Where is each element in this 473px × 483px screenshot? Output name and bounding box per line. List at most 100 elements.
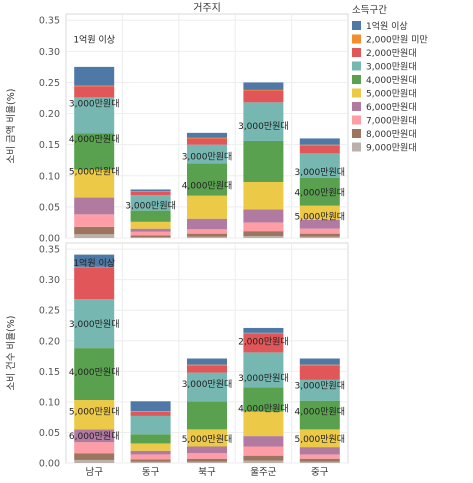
y-tick-label: 0.25 — [39, 78, 60, 89]
bar-segment — [130, 411, 171, 416]
bar-segment — [299, 461, 340, 463]
bar-segment — [243, 102, 284, 141]
bar-segment — [130, 461, 171, 463]
bar-segment — [130, 231, 171, 236]
bar-label: 1억원 이상 — [73, 257, 115, 269]
bar-segment — [74, 169, 115, 198]
x-tick-label: 동구 — [142, 467, 160, 478]
bar-segment — [299, 219, 340, 229]
bar-segment — [299, 228, 340, 234]
y-tick-label: 0.30 — [39, 275, 60, 286]
bar-segment — [187, 236, 227, 238]
bar-segment — [187, 458, 227, 462]
legend-swatch — [352, 88, 361, 98]
bar-segment — [299, 358, 340, 365]
bar-segment — [299, 400, 340, 430]
bar-segment — [187, 218, 227, 230]
bar-segment — [299, 458, 340, 462]
legend-entry: 7,000만원대 — [366, 116, 417, 127]
bar-segment — [130, 450, 171, 455]
x-tick-label: 울주군 — [250, 467, 276, 478]
legend-entry: 1억원 이상 — [366, 20, 408, 32]
bar-segment — [243, 352, 284, 388]
bar-segment — [74, 254, 115, 267]
bar-label: 3,000만원대 — [294, 380, 345, 391]
bar-segment — [243, 231, 284, 237]
bar-segment — [74, 133, 115, 170]
bar-label: 3,000만원대 — [69, 98, 120, 109]
bar-segment — [187, 137, 227, 139]
y-tick-label: 0.10 — [39, 397, 60, 408]
bar-label: 5,000만원대 — [69, 166, 120, 177]
bar-segment — [74, 453, 115, 460]
legend-swatch — [352, 75, 361, 84]
bar-segment — [130, 210, 171, 222]
legend-entry: 8,000만원대 — [366, 129, 417, 140]
bar-label: 3,000만원대 — [238, 373, 289, 384]
y-tick-label: 0.00 — [39, 234, 60, 245]
bar-segment — [187, 372, 227, 402]
bar-label: 6,000만원대 — [69, 431, 120, 442]
bar-segment — [74, 442, 115, 454]
bar-segment — [130, 454, 171, 460]
y-axis-label: 소비 건수 비율(%) — [6, 316, 17, 391]
bar-segment — [130, 191, 171, 192]
bar-segment — [299, 365, 340, 380]
bar-segment — [299, 138, 340, 145]
bar-segment — [187, 195, 227, 219]
bar-segment — [74, 97, 115, 134]
bar-label: 5,000만원대 — [182, 434, 233, 445]
legend-entry: 2,000만원대 — [366, 48, 417, 59]
y-tick-label: 0.20 — [39, 109, 60, 120]
bar-segment — [187, 358, 227, 365]
bar-segment — [187, 163, 227, 196]
bar-segment — [243, 333, 284, 353]
bar-segment — [187, 453, 227, 459]
bar-segment — [243, 436, 284, 447]
bar-segment — [74, 400, 115, 430]
bar-segment — [74, 214, 115, 227]
legend-entry: 4,000만원대 — [366, 75, 417, 86]
legend-swatch — [352, 115, 361, 125]
bar-segment — [243, 209, 284, 223]
bar-segment — [130, 434, 171, 444]
bar-label: 4,000만원대 — [238, 404, 289, 415]
bar-label: 4,000만원대 — [294, 187, 345, 198]
y-tick-label: 0.05 — [39, 202, 60, 213]
bar-segment — [243, 182, 284, 210]
bar-label: 1억원 이상 — [73, 33, 115, 45]
bar-segment — [299, 153, 340, 178]
legend-swatch — [352, 102, 361, 111]
bar-segment — [299, 236, 340, 238]
bar-segment — [243, 332, 284, 334]
bar-label: 4,000만원대 — [182, 181, 233, 192]
y-tick-label: 0.00 — [39, 459, 60, 470]
bar-label: 3,000만원대 — [238, 121, 289, 132]
bar-segment — [243, 387, 284, 412]
bar-segment — [243, 446, 284, 456]
bar-segment — [74, 197, 115, 215]
legend-swatch — [352, 142, 361, 152]
bar-segment — [243, 222, 284, 232]
legend-swatch — [352, 21, 361, 30]
y-tick-label: 0.20 — [39, 336, 60, 347]
y-tick-label: 0.25 — [39, 306, 60, 317]
legend-entry: 2,000만원 미만 — [366, 35, 428, 46]
bar-label: 3,000만원대 — [69, 319, 120, 330]
bar-segment — [130, 237, 171, 238]
bar-segment — [130, 191, 171, 196]
bar-label: 5,000만원대 — [294, 434, 345, 445]
bar-label: 3,000만원대 — [182, 151, 233, 162]
chart-title: 거주지 — [193, 2, 221, 14]
bar-segment — [74, 85, 115, 87]
bar-segment — [74, 86, 115, 98]
bar-label: 4,000만원대 — [69, 134, 120, 145]
bar-segment — [187, 446, 227, 454]
legend-entry: 6,000만원대 — [366, 102, 417, 113]
bar-segment — [299, 177, 340, 206]
bar-segment — [299, 454, 340, 459]
bar-segment — [187, 229, 227, 234]
bar-segment — [187, 132, 227, 138]
y-tick-label: 0.15 — [39, 140, 60, 151]
